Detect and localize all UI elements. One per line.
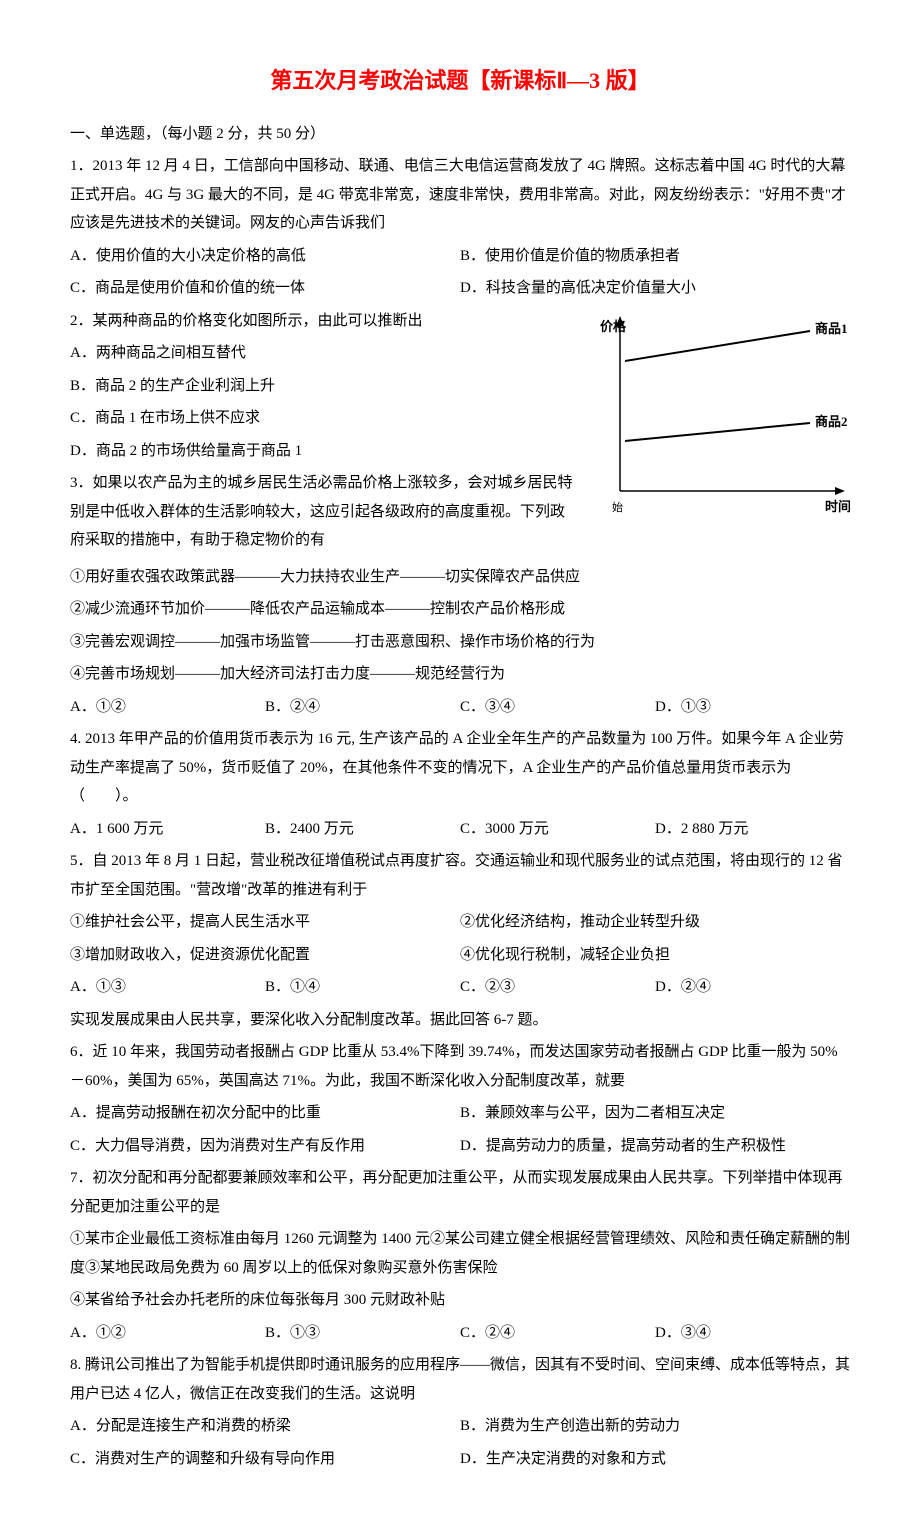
q5-line1: ①维护社会公平，提高人民生活水平 — [70, 908, 460, 937]
q4-options: A．1 600 万元 B．2400 万元 C．3000 万元 D．2 880 万… — [70, 815, 850, 844]
bridge-6-7: 实现发展成果由人民共享，要深化收入分配制度改革。据此回答 6-7 题。 — [70, 1006, 850, 1035]
q2-opt-a: A．两种商品之间相互替代 — [70, 339, 850, 368]
q3-opt-a: A．①② — [70, 693, 265, 722]
q7-line2: ④某省给予社会办托老所的床位每张每月 300 元财政补贴 — [70, 1286, 850, 1315]
question-4: 4. 2013 年甲产品的价值用货币表示为 16 元, 生产该产品的 A 企业全… — [70, 725, 850, 811]
q8-options-row1: A．分配是连接生产和消费的桥梁 B．消费为生产创造出新的劳动力 — [70, 1412, 850, 1441]
q8-opt-c: C．消费对生产的调整和升级有导向作用 — [70, 1445, 460, 1474]
q4-opt-d: D．2 880 万元 — [655, 815, 850, 844]
q5-opt-b: B．①④ — [265, 973, 460, 1002]
question-5: 5．自 2013 年 8 月 1 日起，营业税改征增值税试点再度扩容。交通运输业… — [70, 847, 850, 904]
question-8: 8. 腾讯公司推出了为智能手机提供即时通讯服务的应用程序——微信，因其有不受时间… — [70, 1351, 850, 1408]
q6-opt-a: A．提高劳动报酬在初次分配中的比重 — [70, 1099, 460, 1128]
q5-options: A．①③ B．①④ C．②③ D．②④ — [70, 973, 850, 1002]
q7-opt-b: B．①③ — [265, 1319, 460, 1348]
q7-opt-a: A．①② — [70, 1319, 265, 1348]
q4-opt-b: B．2400 万元 — [265, 815, 460, 844]
question-6: 6．近 10 年来，我国劳动者报酬占 GDP 比重从 53.4%下降到 39.7… — [70, 1038, 850, 1095]
q6-options-row1: A．提高劳动报酬在初次分配中的比重 B．兼顾效率与公平，因为二者相互决定 — [70, 1099, 850, 1128]
q5-line4: ④优化现行税制，减轻企业负担 — [460, 941, 850, 970]
question-3: 3．如果以农产品为主的城乡居民生活必需品价格上涨较多，会对城乡居民特别是中低收入… — [70, 469, 850, 555]
q3-opt-c: C．③④ — [460, 693, 655, 722]
q1-options-row1: A．使用价值的大小决定价格的高低 B．使用价值是价值的物质承担者 — [70, 242, 850, 271]
q2-opt-b: B．商品 2 的生产企业利润上升 — [70, 372, 850, 401]
q1-options-row2: C．商品是使用价值和价值的统一体 D．科技含量的高低决定价值量大小 — [70, 274, 850, 303]
q8-opt-b: B．消费为生产创造出新的劳动力 — [460, 1412, 850, 1441]
q5-opt-a: A．①③ — [70, 973, 265, 1002]
q7-line1: ①某市企业最低工资标准由每月 1260 元调整为 1400 元②某公司建立健全根… — [70, 1225, 850, 1282]
q5-line2: ②优化经济结构，推动企业转型升级 — [460, 908, 850, 937]
q3-line3: ③完善宏观调控———加强市场监管———打击恶意囤积、操作市场价格的行为 — [70, 628, 850, 657]
q5-opt-d: D．②④ — [655, 973, 850, 1002]
q3-line2: ②减少流通环节加价———降低农产品运输成本———控制农产品价格形成 — [70, 595, 850, 624]
q5-lines-row2: ③增加财政收入，促进资源优化配置 ④优化现行税制，减轻企业负担 — [70, 941, 850, 970]
q3-opt-d: D．①③ — [655, 693, 850, 722]
q7-opt-d: D．③④ — [655, 1319, 850, 1348]
question-1: 1．2013 年 12 月 4 日，工信部向中国移动、联通、电信三大电信运营商发… — [70, 152, 850, 238]
q5-line3: ③增加财政收入，促进资源优化配置 — [70, 941, 460, 970]
q6-opt-b: B．兼顾效率与公平，因为二者相互决定 — [460, 1099, 850, 1128]
q2-opt-c: C．商品 1 在市场上供不应求 — [70, 404, 850, 433]
question-7: 7．初次分配和再分配都要兼顾效率和公平，再分配更加注重公平，从而实现发展成果由人… — [70, 1164, 850, 1221]
q7-opt-c: C．②④ — [460, 1319, 655, 1348]
q1-opt-c: C．商品是使用价值和价值的统一体 — [70, 274, 460, 303]
q5-lines-row1: ①维护社会公平，提高人民生活水平 ②优化经济结构，推动企业转型升级 — [70, 908, 850, 937]
page-title: 第五次月考政治试题【新课标Ⅱ—3 版】 — [70, 60, 850, 102]
q6-options-row2: C．大力倡导消费，因为消费对生产有反作用 D．提高劳动力的质量，提高劳动者的生产… — [70, 1132, 850, 1161]
question-2: 2．某两种商品的价格变化如图所示，由此可以推断出 — [70, 307, 850, 336]
q1-opt-b: B．使用价值是价值的物质承担者 — [460, 242, 850, 271]
q8-opt-a: A．分配是连接生产和消费的桥梁 — [70, 1412, 460, 1441]
q3-options: A．①② B．②④ C．③④ D．①③ — [70, 693, 850, 722]
q3-line4: ④完善市场规划———加大经济司法打击力度———规范经营行为 — [70, 660, 850, 689]
q4-opt-c: C．3000 万元 — [460, 815, 655, 844]
q5-opt-c: C．②③ — [460, 973, 655, 1002]
q1-opt-d: D．科技含量的高低决定价值量大小 — [460, 274, 850, 303]
q1-opt-a: A．使用价值的大小决定价格的高低 — [70, 242, 460, 271]
q6-opt-c: C．大力倡导消费，因为消费对生产有反作用 — [70, 1132, 460, 1161]
q7-options: A．①② B．①③ C．②④ D．③④ — [70, 1319, 850, 1348]
section-header: 一、单选题，（每小题 2 分，共 50 分） — [70, 120, 850, 149]
q8-options-row2: C．消费对生产的调整和升级有导向作用 D．生产决定消费的对象和方式 — [70, 1445, 850, 1474]
q4-opt-a: A．1 600 万元 — [70, 815, 265, 844]
q8-opt-d: D．生产决定消费的对象和方式 — [460, 1445, 850, 1474]
q2-opt-d: D．商品 2 的市场供给量高于商品 1 — [70, 437, 850, 466]
q3-opt-b: B．②④ — [265, 693, 460, 722]
q3-line1: ①用好重农强农政策武器———大力扶持农业生产———切实保障农产品供应 — [70, 563, 850, 592]
q6-opt-d: D．提高劳动力的质量，提高劳动者的生产积极性 — [460, 1132, 850, 1161]
